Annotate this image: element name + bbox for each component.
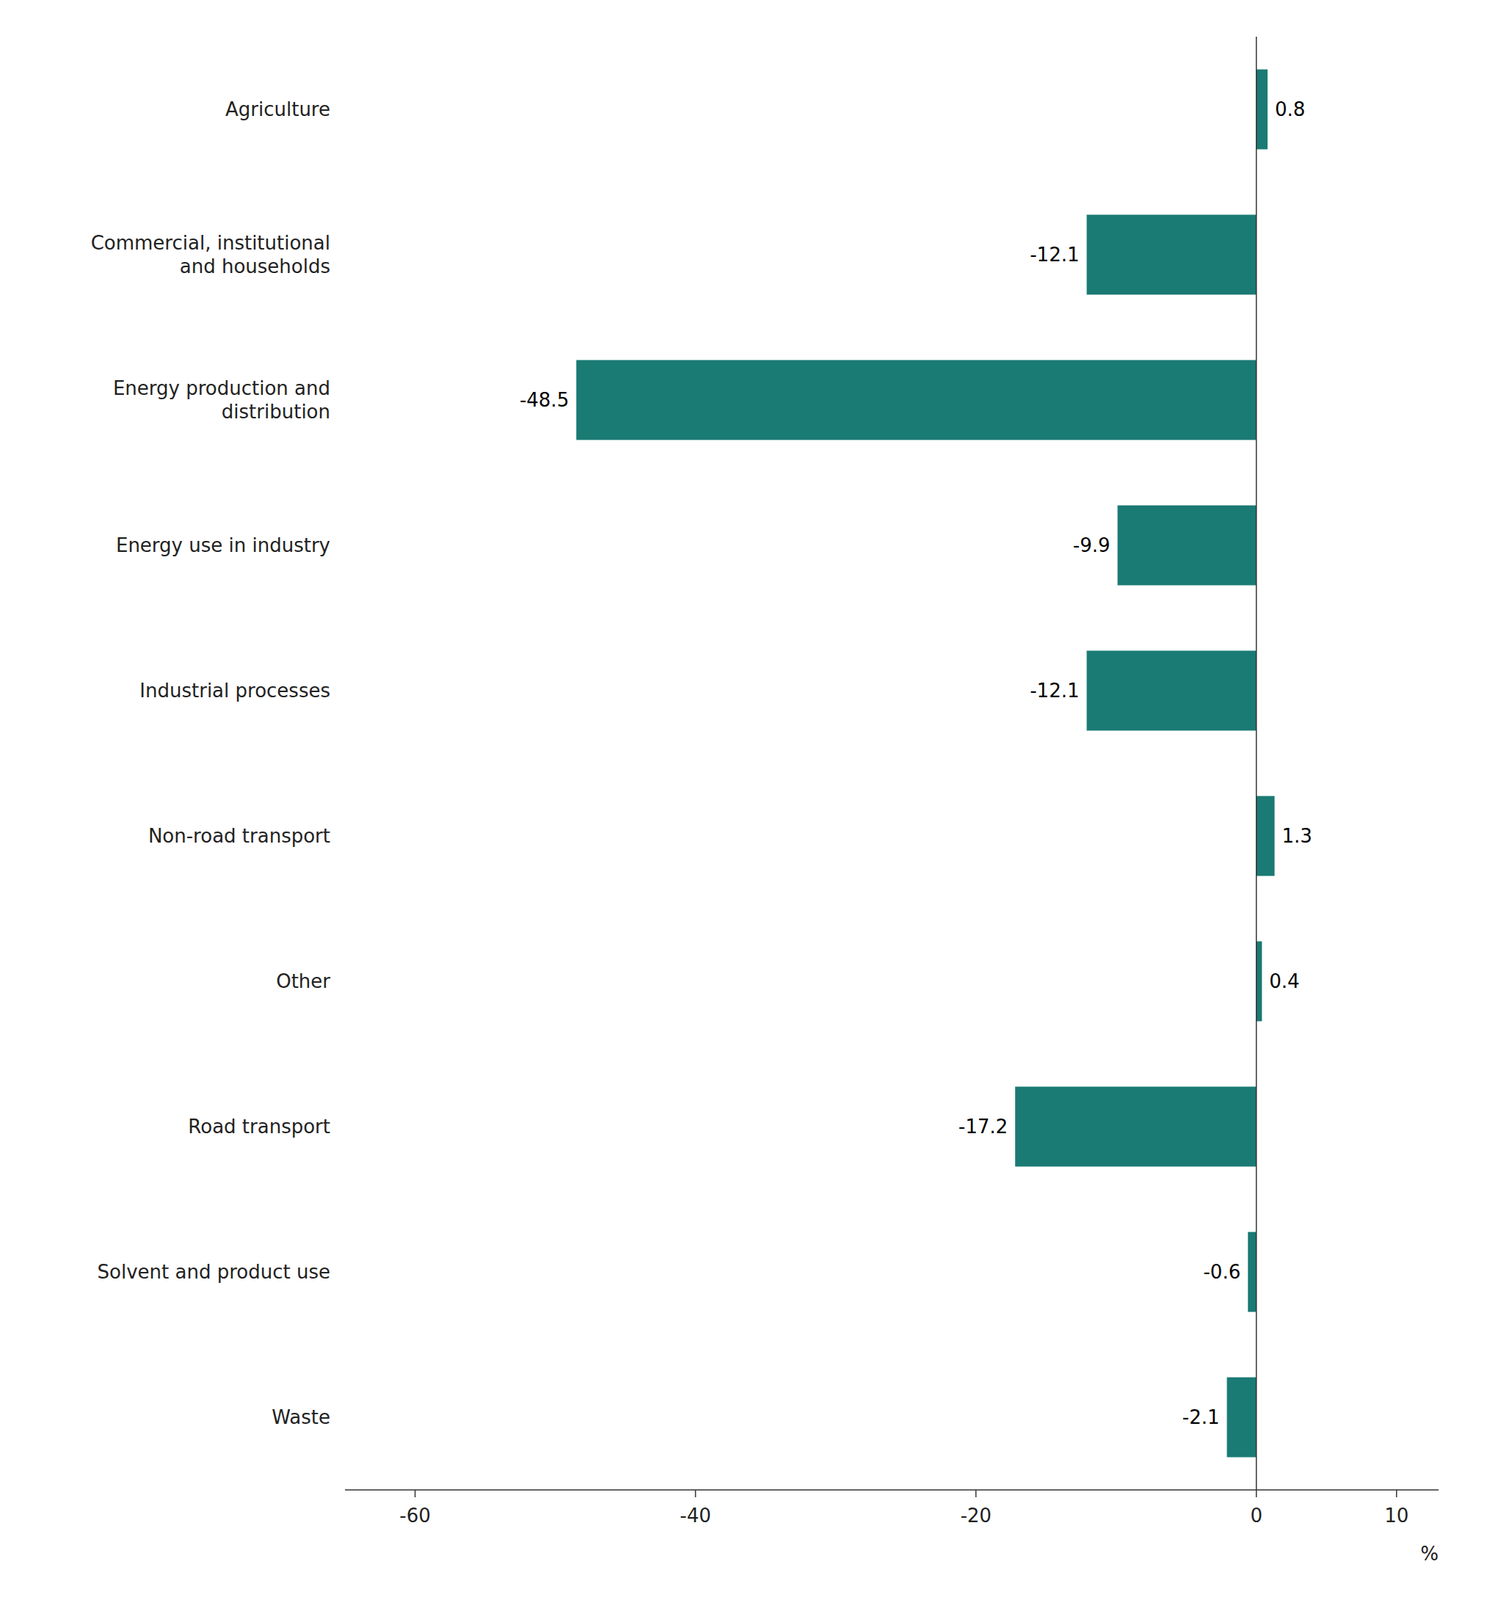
x-tick-label: 10 <box>1384 1504 1409 1527</box>
bar <box>1087 651 1257 732</box>
bar <box>1256 69 1268 150</box>
x-tick-label: -60 <box>399 1504 431 1527</box>
bar <box>1256 941 1263 1022</box>
category-label: Commercial, institutionaland households <box>91 231 331 278</box>
zero-line <box>1255 36 1258 1490</box>
category-label: Non-road transport <box>148 824 331 848</box>
bars <box>576 69 1275 1458</box>
category-label: Road transport <box>187 1115 331 1138</box>
category-label: Waste <box>271 1406 331 1429</box>
category-label: Industrial processes <box>139 679 331 702</box>
data-label: 0.8 <box>1274 98 1306 121</box>
x-tick-label: -40 <box>679 1504 711 1527</box>
x-tick-label: -20 <box>960 1504 991 1527</box>
x-tick <box>695 1489 697 1498</box>
x-axis-line <box>344 1489 1439 1491</box>
x-tick <box>1255 1489 1258 1498</box>
data-label: -2.1 <box>1182 1406 1220 1429</box>
category-label: Other <box>275 970 331 993</box>
category-label: Energy use in industry <box>115 534 331 557</box>
bar <box>1247 1232 1256 1313</box>
data-label: -9.9 <box>1073 534 1111 557</box>
x-tick <box>975 1489 977 1498</box>
chart: -60 -40 -20 0 10% Agriculture Commercial, inst… <box>0 0 1501 1600</box>
bar <box>1227 1377 1257 1458</box>
category-label: Agriculture <box>225 98 331 121</box>
data-label: -12.1 <box>1029 679 1079 702</box>
bar <box>576 360 1256 441</box>
bar <box>1256 796 1275 877</box>
x-tick <box>414 1489 417 1498</box>
bar <box>1015 1087 1257 1168</box>
bar <box>1087 215 1257 296</box>
data-label: 0.4 <box>1269 970 1300 993</box>
category-label: Solvent and product use <box>97 1260 331 1284</box>
data-label: 1.3 <box>1282 824 1313 848</box>
x-tick-label: 0 <box>1249 1504 1263 1527</box>
data-label: -48.5 <box>519 389 569 412</box>
data-label: -12.1 <box>1029 243 1079 266</box>
bar <box>1117 505 1257 586</box>
x-tick <box>1396 1489 1398 1498</box>
category-label: Energy production anddistribution <box>113 377 331 423</box>
data-label: -17.2 <box>958 1115 1008 1138</box>
x-axis-label: % <box>1420 1542 1439 1565</box>
data-label: -0.6 <box>1203 1260 1241 1284</box>
